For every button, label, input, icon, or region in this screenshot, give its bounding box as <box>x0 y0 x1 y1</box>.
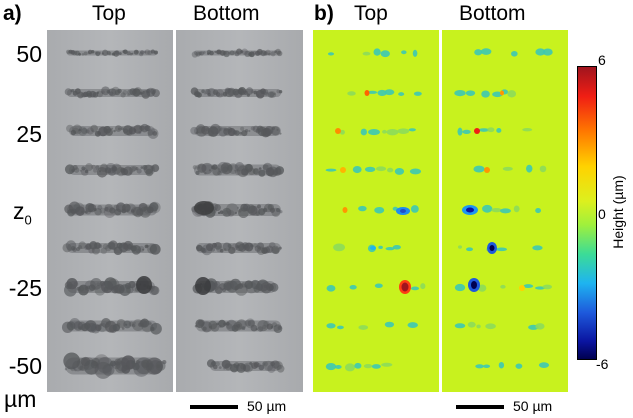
panel-b-bottom-label: Bottom <box>459 2 526 25</box>
scale-bar-a-label: 50 µm <box>247 398 287 414</box>
panel-b-letter: b) <box>314 2 334 25</box>
colorbar <box>577 66 597 360</box>
y-unit-label: µm <box>4 386 37 412</box>
ytick-z0: z0 <box>13 200 32 227</box>
micrograph-top <box>47 30 173 392</box>
micrograph-bottom <box>176 30 303 392</box>
colorbar-max: 6 <box>598 52 606 68</box>
z-subscript: 0 <box>24 212 32 228</box>
ytick-50: 50 <box>16 41 42 67</box>
scale-bar-b <box>456 405 504 409</box>
heightmap-bottom <box>442 30 568 392</box>
colorbar-min: -6 <box>596 356 609 372</box>
ytick-minus25: -25 <box>8 275 42 301</box>
heightmap-top <box>313 30 439 392</box>
ytick-25: 25 <box>16 121 42 147</box>
ytick-minus50: -50 <box>8 353 42 379</box>
panel-a-top-label: Top <box>92 2 126 25</box>
colorbar-mid: 0 <box>598 206 606 222</box>
panel-a-letter: a) <box>3 2 22 25</box>
scale-bar-a <box>190 405 238 409</box>
panel-a-bottom-label: Bottom <box>193 2 260 25</box>
panel-b-top-label: Top <box>354 2 388 25</box>
colorbar-label: Height (µm) <box>610 175 626 249</box>
z-symbol: z <box>13 198 25 224</box>
scale-bar-b-label: 50 µm <box>513 398 553 414</box>
